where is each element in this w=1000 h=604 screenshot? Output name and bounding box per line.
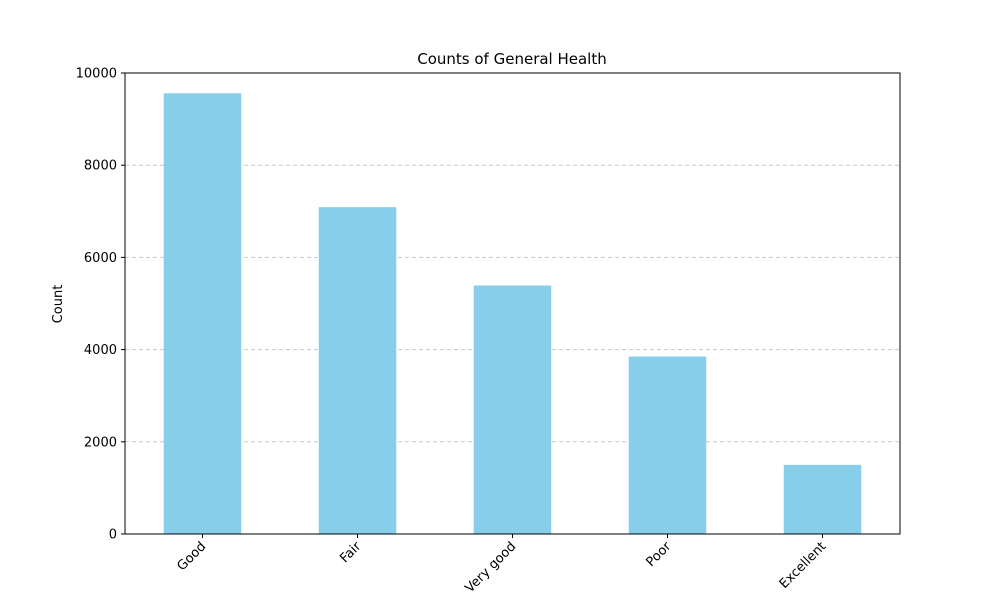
y-tick-label: 4000: [84, 343, 117, 358]
x-axis: Good Fair Very good Poor Excellent: [175, 534, 830, 596]
y-axis-title: Count: [51, 285, 66, 324]
bar-good: [163, 93, 242, 534]
chart-title: Counts of General Health: [417, 50, 607, 68]
x-tick-label: Good: [175, 539, 210, 574]
bar-poor: [628, 356, 707, 534]
x-tick-label: Fair: [337, 539, 364, 566]
y-axis: 0 2000 4000 6000 8000 10000: [76, 67, 125, 543]
x-tick-label: Very good: [462, 539, 519, 596]
x-tick-label: Poor: [643, 539, 674, 570]
y-tick-label: 2000: [84, 435, 117, 450]
bar-excellent: [783, 464, 862, 534]
y-tick-label: 0: [109, 528, 117, 543]
y-tick-label: 8000: [84, 159, 117, 174]
y-tick-label: 6000: [84, 251, 117, 266]
bar-very-good: [473, 285, 552, 534]
bar-fair: [318, 207, 397, 534]
x-tick-label: Excellent: [777, 539, 830, 592]
y-tick-label: 10000: [76, 67, 117, 82]
bars-layer: [163, 93, 862, 534]
